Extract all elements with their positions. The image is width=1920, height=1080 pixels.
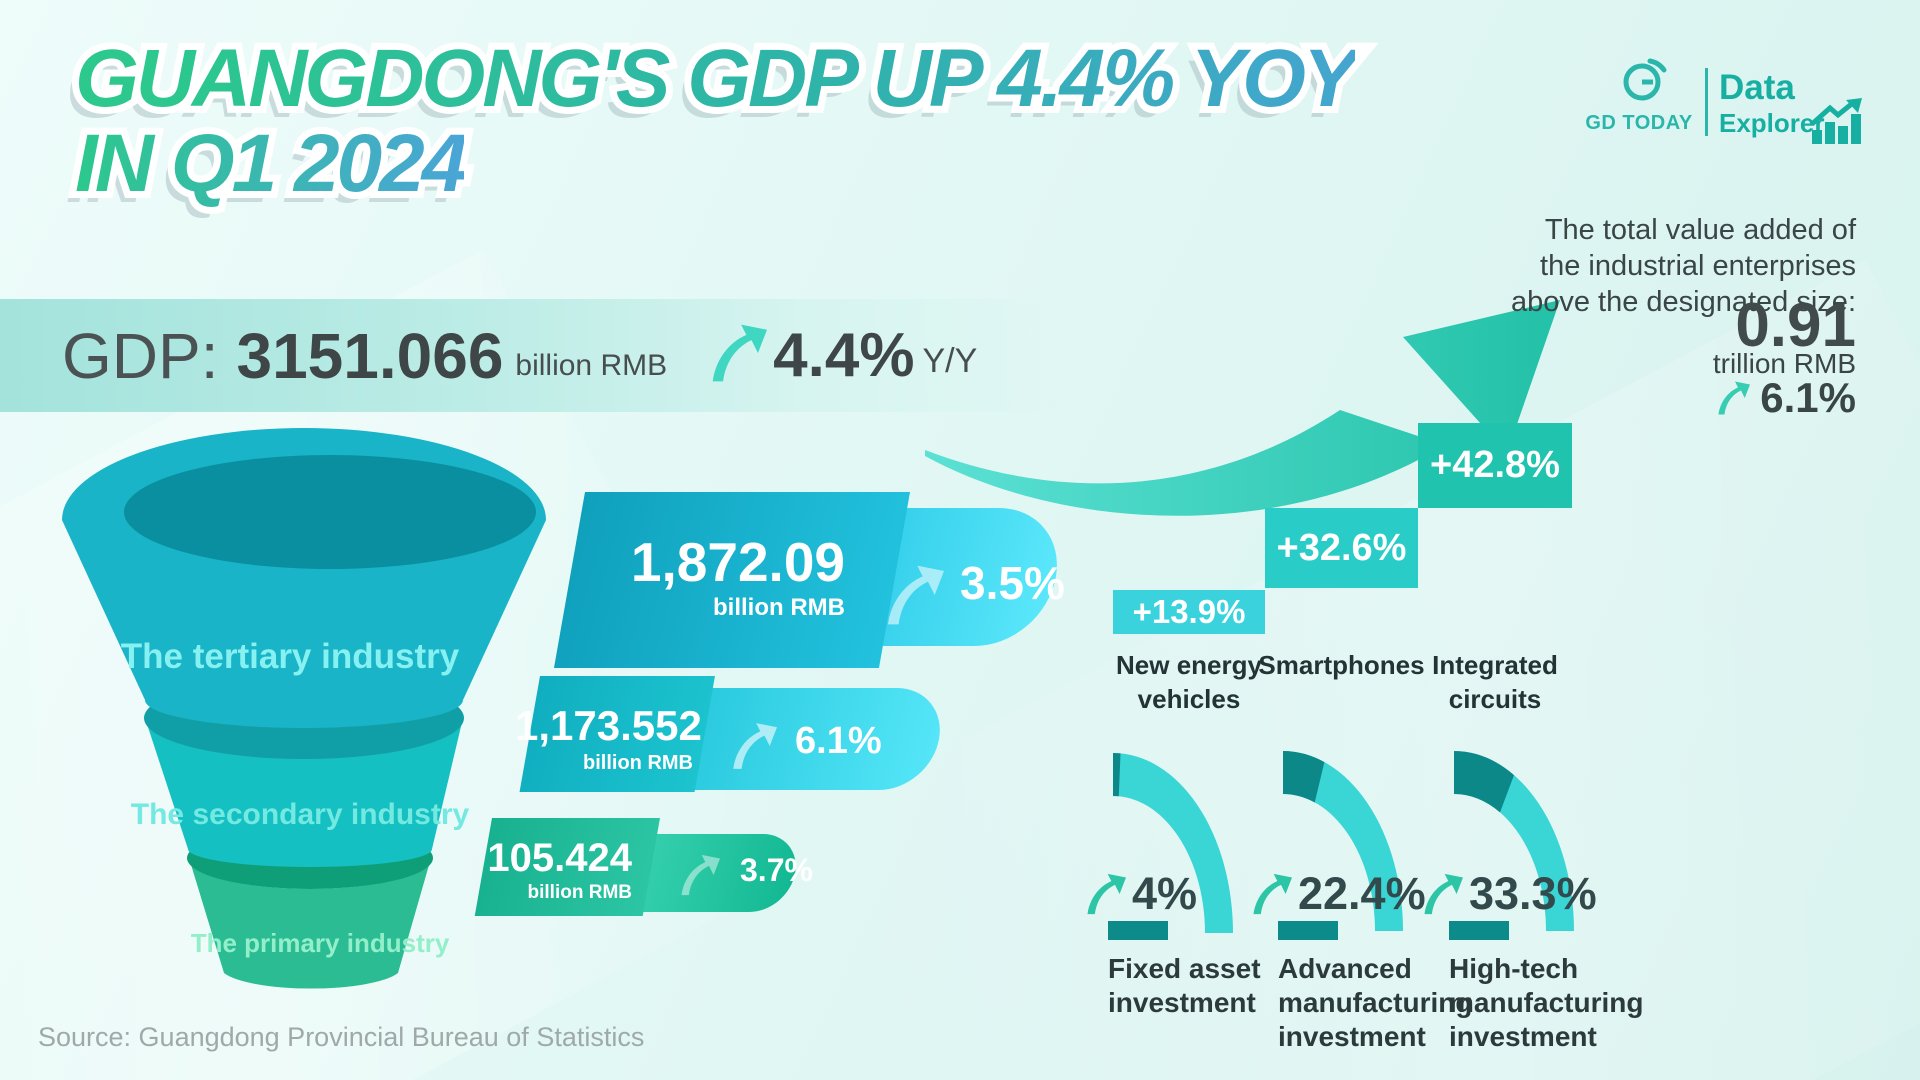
tertiary-value: 1,872.09 (630, 531, 845, 593)
title-line1-outline: GUANGDONG'S GDP UP 4.4% YOY (68, 29, 1365, 129)
secondary-industry-label: The secondary industry (130, 798, 470, 831)
primary-industry-label: The primary industry (190, 928, 450, 958)
up-arrow-icon (888, 565, 944, 625)
hightech-manufacturing-change: 33.3% (1469, 868, 1597, 919)
title-line2: IN Q1 2024 (75, 118, 467, 210)
industrial-note: The total value added of the industrial … (1511, 212, 1856, 320)
advanced-manufacturing-change-row: 22.4% (1248, 868, 1426, 920)
primary-change: 3.7% (740, 852, 813, 888)
gdtoday-g-icon (1623, 58, 1667, 101)
up-arrow-icon (1087, 873, 1126, 915)
fixed-asset-label: Fixed asset investment (1108, 953, 1261, 1018)
gdtoday-logo: GD TODAY Data Explorer (1578, 52, 1888, 148)
source-attribution: Source: Guangdong Provincial Bureau of S… (38, 1022, 645, 1052)
secondary-industry-ribbon: 1,173.552 billion RMB 6.1% (515, 676, 965, 796)
tertiary-industry-label: The tertiary industry (120, 637, 460, 676)
tertiary-industry-ribbon: 1,872.09 billion RMB 3.5% (550, 492, 1090, 672)
up-arrow-icon (733, 723, 777, 769)
gdp-change-suffix: Y/Y (922, 341, 978, 380)
gdp-unit: billion RMB (515, 348, 668, 382)
integrated-circuits-change: +42.8% (1430, 444, 1560, 486)
hightech-manufacturing-label: High-tech manufacturing investment (1449, 953, 1644, 1052)
advanced-manufacturing-change: 22.4% (1298, 868, 1426, 919)
primary-industry-ribbon: 105.424 billion RMB 3.7% (460, 818, 820, 922)
industrial-value: 0.91 (1735, 291, 1856, 360)
gdp-label: GDP: (62, 319, 219, 392)
industrial-note-line2: the industrial enterprises (1540, 250, 1856, 282)
integrated-circuits-label: Integrated circuits (1432, 650, 1558, 714)
gdp-value: 3151.066 (236, 319, 504, 392)
secondary-value: 1,173.552 (515, 702, 702, 749)
up-arrow-icon (1253, 873, 1292, 915)
logo-divider (1705, 68, 1708, 136)
gdp-summary-band: GDP: 3151.066 billion RMB 4.4% Y/Y (0, 299, 1070, 412)
secondary-change: 6.1% (795, 720, 882, 762)
industrial-unit: trillion RMB (1712, 348, 1856, 379)
advanced-manufacturing-label: Advanced manufacturing investment (1278, 953, 1473, 1052)
title-line2-outline: IN Q1 2024 (68, 114, 474, 214)
primary-value: 105.424 (487, 836, 632, 880)
fixed-asset-change: 4% (1132, 868, 1198, 919)
smartphones-bar: +32.6% (1265, 508, 1418, 588)
integrated-circuits-bar: +42.8% (1418, 423, 1572, 508)
gdtoday-brand-text: GD TODAY (1585, 112, 1693, 134)
fixed-asset-gauge-arc (1113, 753, 1233, 933)
secondary-unit: billion RMB (583, 752, 693, 774)
primary-unit: billion RMB (527, 882, 632, 903)
industry-funnel-chart (62, 428, 546, 989)
industrial-change: 6.1% (1760, 374, 1856, 421)
industrial-note-line1: The total value added of (1544, 214, 1856, 246)
up-arrow-icon (1424, 873, 1463, 915)
data-explorer-text-line1: Data (1719, 68, 1795, 107)
page-title: GUANGDONG'S GDP UP 4.4% YOY GUANGDONG'S … (68, 29, 1365, 214)
new-energy-vehicles-bar: +13.9% (1113, 590, 1265, 634)
gdp-change: 4.4% (773, 321, 915, 390)
hightech-manufacturing-change-row: 33.3% (1419, 868, 1597, 920)
up-arrow-icon (1718, 381, 1751, 415)
fixed-asset-change-row: 4% (1082, 868, 1197, 920)
advanced-manufacturing-underline (1278, 921, 1338, 940)
up-arrow-icon (681, 854, 720, 896)
bar-chart-arrow-icon (1810, 98, 1862, 144)
tertiary-change: 3.5% (960, 557, 1065, 609)
new-energy-vehicles-change: +13.9% (1132, 593, 1246, 630)
up-arrow-icon (712, 324, 768, 381)
advanced-manufacturing-gauge-arc (1283, 751, 1403, 931)
new-energy-vehicles-label: New energy vehicles (1116, 650, 1262, 714)
fixed-asset-underline (1108, 921, 1168, 940)
smartphones-change: +32.6% (1276, 526, 1407, 569)
hightech-manufacturing-gauge-arc (1454, 751, 1574, 931)
data-explorer-text-line2: Explorer (1719, 108, 1825, 138)
hightech-manufacturing-underline (1449, 921, 1509, 940)
growth-swoosh-arrow (925, 300, 1560, 516)
tertiary-unit: billion RMB (713, 594, 845, 621)
industrial-note-line3: above the designated size: (1510, 286, 1856, 318)
title-line1: GUANGDONG'S GDP UP 4.4% YOY (75, 33, 1358, 124)
smartphones-label: Smartphones (1258, 650, 1425, 680)
industrial-change-row: 6.1% (1714, 374, 1856, 422)
